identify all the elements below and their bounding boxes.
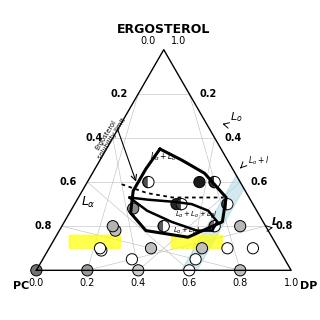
Text: PC: PC xyxy=(13,281,29,291)
Text: DP: DP xyxy=(300,281,318,291)
Circle shape xyxy=(235,220,246,232)
Polygon shape xyxy=(148,176,154,188)
Circle shape xyxy=(133,265,144,276)
Text: 0.8: 0.8 xyxy=(233,278,248,288)
Circle shape xyxy=(110,225,121,236)
Text: 0.8: 0.8 xyxy=(276,221,293,231)
Text: Ergosterol
solubility limit: Ergosterol solubility limit xyxy=(91,113,127,160)
Text: 0.6: 0.6 xyxy=(60,177,77,187)
Circle shape xyxy=(196,243,208,254)
Polygon shape xyxy=(172,235,222,248)
Circle shape xyxy=(184,265,195,276)
Text: $L_\alpha+L_o+L_\beta l$: $L_\alpha+L_o+L_\beta l$ xyxy=(175,210,218,221)
Text: 0.8: 0.8 xyxy=(34,221,52,231)
Text: 0.6: 0.6 xyxy=(182,278,197,288)
Circle shape xyxy=(222,243,233,254)
Circle shape xyxy=(145,243,156,254)
Polygon shape xyxy=(222,198,228,210)
Polygon shape xyxy=(143,176,148,188)
Polygon shape xyxy=(215,220,220,232)
Text: $\boldsymbol{L_\alpha}$: $\boldsymbol{L_\alpha}$ xyxy=(81,195,96,210)
Polygon shape xyxy=(209,176,215,188)
Circle shape xyxy=(94,243,106,254)
Circle shape xyxy=(194,176,205,188)
Text: 0.4: 0.4 xyxy=(225,133,242,143)
Polygon shape xyxy=(228,198,233,210)
Polygon shape xyxy=(181,175,244,270)
Text: 1.0: 1.0 xyxy=(172,36,187,46)
Circle shape xyxy=(126,254,138,265)
Circle shape xyxy=(82,265,93,276)
Text: 0.0: 0.0 xyxy=(141,36,156,46)
Circle shape xyxy=(247,243,259,254)
Circle shape xyxy=(190,254,201,265)
Polygon shape xyxy=(158,220,164,232)
Polygon shape xyxy=(209,220,215,232)
Polygon shape xyxy=(176,198,181,210)
Circle shape xyxy=(128,203,139,214)
Text: 0.2: 0.2 xyxy=(111,89,128,99)
Text: $\boldsymbol{L_o}$: $\boldsymbol{L_o}$ xyxy=(230,110,243,124)
Circle shape xyxy=(31,265,42,276)
Text: $L_\alpha+L_\beta l$: $L_\alpha+L_\beta l$ xyxy=(173,225,200,236)
Text: 1.0: 1.0 xyxy=(284,278,299,288)
Text: $L_\alpha+L_o$: $L_\alpha+L_o$ xyxy=(150,151,176,163)
Text: 0.2: 0.2 xyxy=(199,89,217,99)
Text: $L_o+l$: $L_o+l$ xyxy=(248,155,269,167)
Text: 0.2: 0.2 xyxy=(80,278,95,288)
Circle shape xyxy=(171,198,182,210)
Polygon shape xyxy=(69,235,120,248)
Text: 0.4: 0.4 xyxy=(85,133,103,143)
Circle shape xyxy=(235,265,246,276)
Text: ERGOSTEROL: ERGOSTEROL xyxy=(117,23,211,36)
Text: 0.4: 0.4 xyxy=(131,278,146,288)
Circle shape xyxy=(107,220,118,232)
Polygon shape xyxy=(164,220,169,232)
Text: 0.6: 0.6 xyxy=(250,177,268,187)
Text: 0.0: 0.0 xyxy=(29,278,44,288)
Text: $\boldsymbol{L}$: $\boldsymbol{L}$ xyxy=(271,215,278,227)
Polygon shape xyxy=(181,198,187,210)
Polygon shape xyxy=(215,176,220,188)
Circle shape xyxy=(96,245,107,256)
